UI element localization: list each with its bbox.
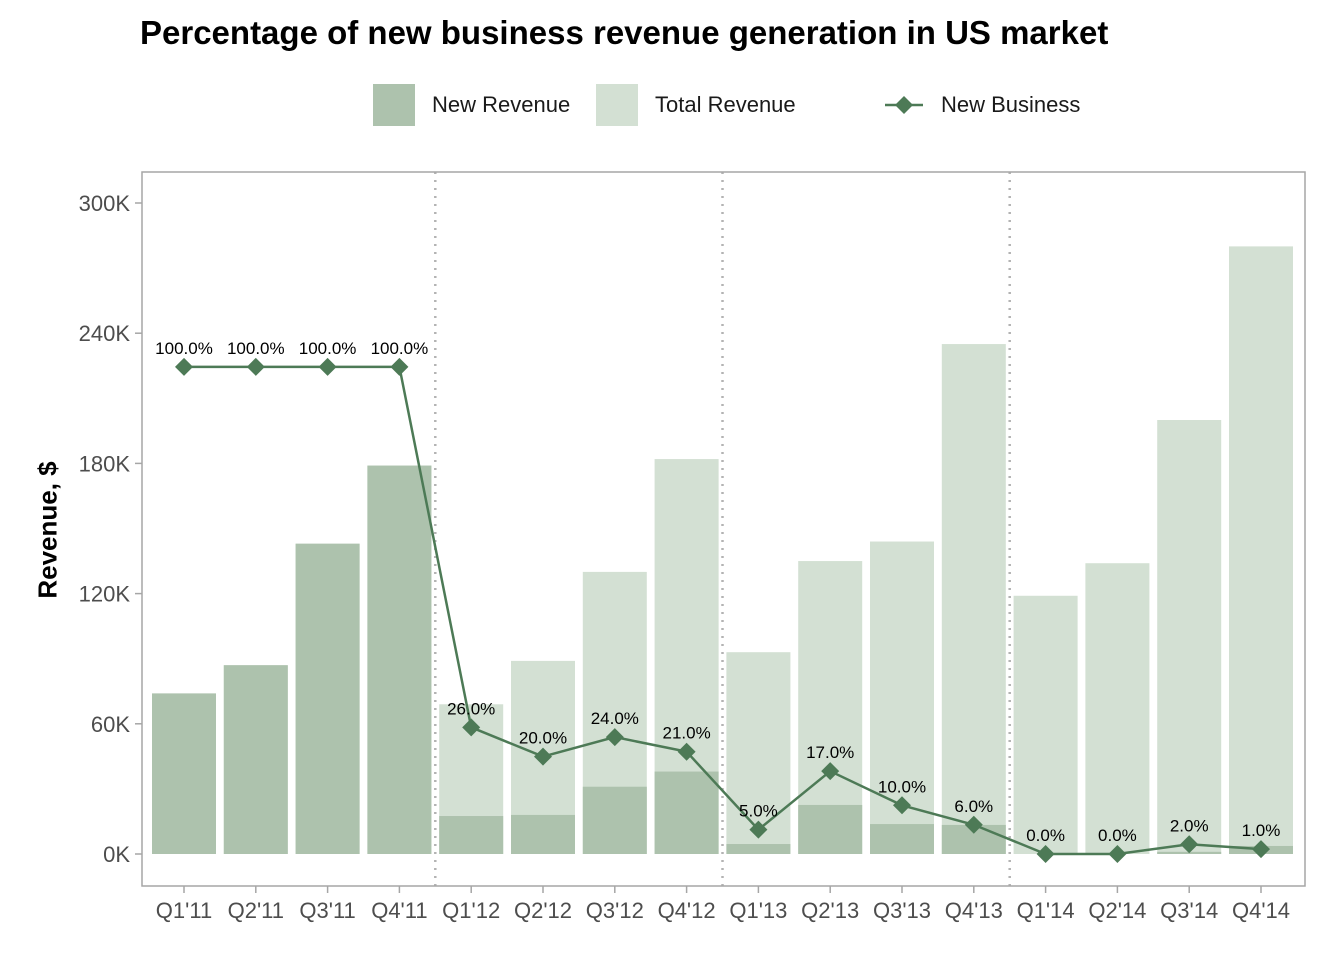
- plot-panel: [141, 171, 1306, 887]
- new-business-data-label: 0.0%: [1098, 826, 1137, 845]
- new-business-data-label: 100.0%: [227, 339, 285, 358]
- x-tick-label: Q3'12: [586, 898, 644, 923]
- new-revenue-bar: [152, 693, 216, 854]
- x-tick-label: Q2'12: [514, 898, 572, 923]
- legend-swatch-total-revenue: [596, 84, 638, 126]
- new-revenue-bar: [726, 844, 791, 854]
- new-revenue-bar: [439, 816, 504, 854]
- new-business-data-label: 1.0%: [1242, 821, 1281, 840]
- x-tick-label: Q4'13: [945, 898, 1003, 923]
- x-tick-label: Q3'13: [873, 898, 931, 923]
- x-tick-label: Q2'14: [1088, 898, 1146, 923]
- new-revenue-bar: [511, 814, 575, 854]
- x-tick-label: Q4'14: [1232, 898, 1290, 923]
- new-business-data-label: 2.0%: [1170, 816, 1209, 835]
- x-axis: Q1'11 Q2'11 Q3'11 Q4'11 Q1'12 Q2'12 Q3'12 Q4'12…: [156, 886, 1290, 923]
- x-tick-label: Q4'12: [658, 898, 716, 923]
- new-business-polyline: [184, 365, 1262, 856]
- x-tick-label: Q4'11: [371, 898, 427, 923]
- plot-border: [141, 171, 1306, 887]
- total-revenue-bar: [1085, 563, 1150, 854]
- new-business-labels: 100.0% 100.0% 100.0% 100.0% 26.0% 20.0% 24.0% 2…: [155, 339, 1280, 845]
- total-revenue-bar: [1229, 246, 1293, 854]
- new-revenue-bar: [367, 465, 432, 854]
- x-tick-label: Q2'11: [228, 898, 284, 923]
- new-business-marker: [677, 742, 696, 761]
- x-tick-label: Q1'11: [156, 898, 212, 923]
- new-business-data-label: 5.0%: [739, 802, 778, 821]
- new-business-data-label: 21.0%: [662, 724, 710, 743]
- new-revenue-bar: [654, 771, 719, 854]
- new-business-data-label: 0.0%: [1026, 826, 1065, 845]
- legend-swatch-new-revenue: [373, 84, 415, 126]
- legend-label-new-revenue: New Revenue: [432, 92, 571, 117]
- new-business-data-label: 10.0%: [878, 777, 926, 796]
- new-business-data-label: 20.0%: [519, 729, 567, 748]
- y-tick-label: 60K: [91, 712, 130, 737]
- y-tick-label: 240K: [79, 321, 131, 346]
- new-business-data-label: 24.0%: [591, 709, 639, 728]
- new-business-marker: [1252, 840, 1270, 859]
- y-tick-label: 180K: [79, 451, 131, 476]
- new-business-marker: [964, 815, 983, 834]
- new-business-line: [175, 357, 1270, 863]
- x-tick-label: Q3'14: [1160, 898, 1218, 923]
- new-business-marker: [893, 796, 911, 815]
- new-revenue-bar: [870, 824, 934, 854]
- new-business-marker: [1108, 845, 1127, 863]
- legend-label-new-business: New Business: [941, 92, 1081, 117]
- new-business-data-label: 26.0%: [447, 699, 495, 718]
- new-business-marker: [821, 762, 840, 781]
- new-revenue-bar: [798, 804, 863, 854]
- new-business-marker: [175, 357, 193, 376]
- y-tick-label: 0K: [103, 842, 130, 867]
- new-business-data-label: 6.0%: [954, 797, 993, 816]
- new-business-marker: [246, 357, 265, 376]
- new-business-marker: [749, 820, 768, 839]
- new-revenue-bar: [295, 543, 360, 854]
- x-tick-label: Q1'14: [1017, 898, 1075, 923]
- total-revenue-bar: [726, 652, 791, 854]
- new-business-marker: [318, 357, 337, 376]
- y-tick-label: 300K: [79, 191, 131, 216]
- x-tick-label: Q3'11: [299, 898, 355, 923]
- legend-line-diamond-icon: [885, 96, 923, 114]
- new-business-data-label: 100.0%: [371, 339, 429, 358]
- new-business-marker: [462, 718, 481, 737]
- x-tick-label: Q1'12: [442, 898, 500, 923]
- new-business-data-label: 100.0%: [155, 339, 213, 358]
- x-tick-label: Q1'13: [729, 898, 787, 923]
- new-business-data-label: 17.0%: [806, 743, 854, 762]
- new-revenue-bars: [152, 465, 1293, 854]
- new-business-data-label: 100.0%: [299, 339, 357, 358]
- new-business-marker: [605, 728, 624, 747]
- legend-label-total-revenue: Total Revenue: [655, 92, 796, 117]
- y-axis: 0K 60K 120K 180K 240K 300K: [79, 191, 142, 867]
- chart-title: Percentage of new business revenue gener…: [140, 14, 1109, 51]
- new-revenue-bar: [223, 665, 288, 854]
- x-tick-label: Q2'13: [801, 898, 859, 923]
- y-tick-label: 120K: [79, 582, 131, 607]
- total-revenue-bar: [1157, 420, 1222, 854]
- total-revenue-bar: [1013, 595, 1078, 854]
- new-business-marker: [534, 747, 552, 766]
- new-revenue-bar: [582, 786, 647, 854]
- total-revenue-bar: [941, 344, 1006, 854]
- new-business-marker: [390, 357, 409, 376]
- legend-item-new-revenue: New Revenue: [373, 84, 570, 126]
- new-business-marker: [1036, 845, 1055, 863]
- new-business-marker: [1180, 835, 1199, 854]
- legend-item-total-revenue: Total Revenue: [596, 84, 796, 126]
- legend-item-new-business: New Business: [883, 84, 1080, 126]
